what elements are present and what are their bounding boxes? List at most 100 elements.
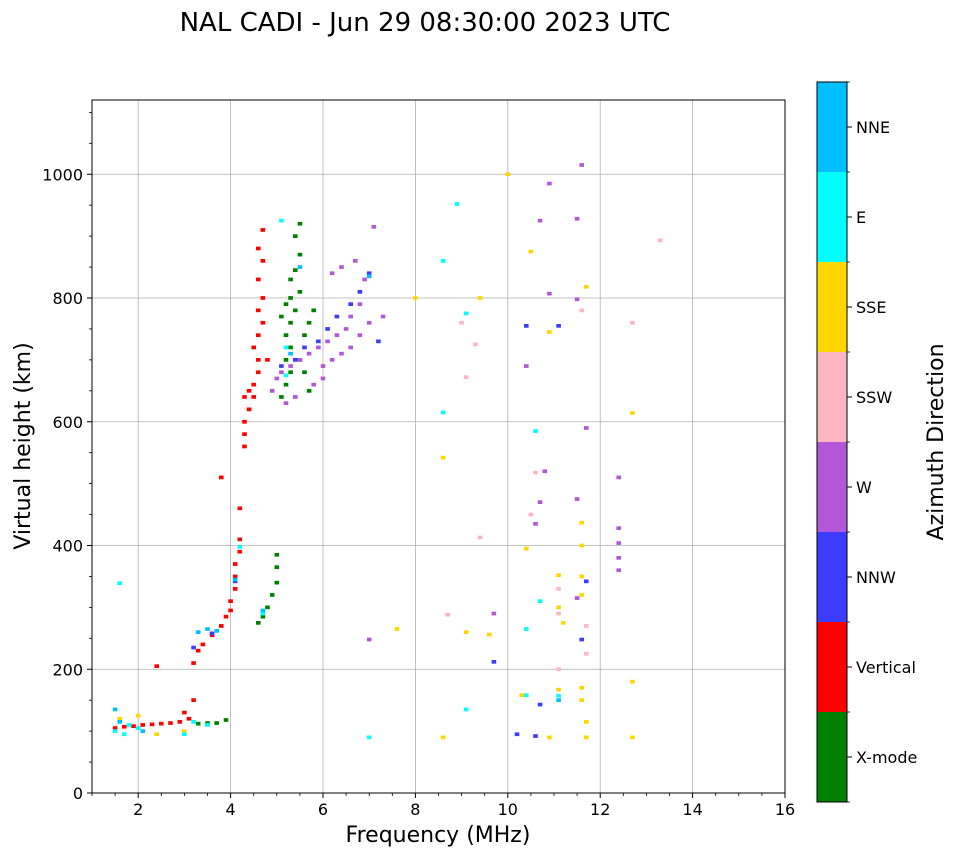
data-point [265, 605, 270, 610]
y-axis-label: Virtual height (km) [11, 342, 36, 549]
data-point [256, 308, 261, 313]
series-nnw [191, 271, 589, 738]
data-point [242, 432, 247, 436]
data-point [524, 693, 529, 698]
data-point [149, 722, 155, 727]
data-point [560, 621, 566, 625]
colorbar-tick-label: SSE [856, 298, 886, 317]
data-point [366, 637, 372, 642]
data-point [256, 277, 261, 282]
colorbar-label: Azimuth Direction [924, 343, 949, 540]
data-point [214, 629, 219, 633]
data-point [246, 407, 252, 412]
data-point [135, 726, 141, 730]
series-ssw [445, 238, 663, 672]
data-point [616, 475, 621, 480]
data-point [491, 611, 497, 616]
data-point [528, 512, 534, 517]
data-point [376, 339, 381, 344]
colorbar-tick-label: SSW [856, 388, 892, 407]
data-point [584, 285, 589, 289]
data-point [246, 389, 252, 393]
data-point [256, 358, 261, 362]
data-point [269, 593, 275, 597]
data-point [630, 679, 635, 684]
data-point [325, 339, 330, 344]
colorbar-swatch [817, 442, 847, 532]
data-point [584, 426, 589, 430]
data-point [122, 724, 127, 729]
data-point [440, 735, 446, 740]
data-point [191, 645, 196, 650]
data-point [279, 370, 284, 375]
data-point [112, 707, 118, 712]
data-point [574, 596, 580, 600]
data-point [533, 522, 538, 526]
data-point [237, 537, 243, 542]
data-point [519, 693, 524, 698]
data-point [579, 543, 584, 548]
x-tick-label: 4 [226, 800, 236, 819]
colorbar-frame [816, 81, 848, 803]
data-point [329, 271, 335, 276]
data-point [505, 172, 511, 177]
data-point [205, 721, 210, 725]
data-point [117, 720, 122, 724]
colorbar-swatch [817, 352, 847, 442]
data-point [228, 599, 233, 603]
data-point [579, 308, 584, 313]
data-point [533, 734, 538, 738]
data-point [547, 291, 552, 296]
data-point [293, 395, 298, 399]
data-point [237, 506, 243, 511]
series-x-mode [195, 221, 316, 726]
data-point [463, 707, 469, 712]
data-point [524, 546, 529, 551]
data-point [306, 389, 312, 393]
data-point [320, 376, 326, 381]
data-point [122, 732, 127, 737]
data-point [131, 724, 136, 728]
data-point [302, 370, 307, 375]
series-vertical [112, 228, 270, 730]
data-point [283, 345, 289, 350]
x-tick-label: 6 [318, 800, 328, 819]
y-axis-ticks: 0 200 400 600 800 1000 [42, 111, 92, 803]
data-point [223, 718, 229, 722]
data-point [223, 614, 229, 619]
series-nne [112, 265, 561, 733]
data-point [297, 252, 303, 257]
data-point [616, 541, 621, 545]
data-point [547, 181, 552, 186]
data-point [574, 297, 580, 302]
data-point [186, 716, 192, 721]
data-point [440, 410, 446, 415]
data-point [440, 455, 446, 460]
data-point [283, 333, 289, 337]
data-point [343, 327, 349, 331]
data-point [316, 345, 321, 350]
data-point [214, 721, 219, 725]
data-point [288, 345, 293, 350]
data-point [251, 382, 256, 387]
data-point [463, 311, 469, 316]
data-point [274, 552, 280, 557]
data-point [219, 475, 224, 480]
data-point [524, 627, 529, 631]
data-point [251, 345, 256, 350]
colorbar-tick-label: W [856, 478, 872, 497]
y-tick-label: 1000 [42, 165, 83, 184]
data-point [556, 587, 561, 591]
data-point [325, 327, 330, 331]
chart-title: NAL CADI - Jun 29 08:30:00 2023 UTC [180, 8, 671, 38]
data-point [140, 729, 146, 733]
data-point [274, 580, 280, 585]
data-point [537, 218, 543, 223]
y-tick-label: 800 [52, 289, 83, 308]
data-point [279, 364, 284, 368]
data-point [288, 364, 293, 368]
data-point [219, 624, 224, 628]
data-point [269, 389, 275, 393]
data-point [260, 296, 266, 300]
data-point [126, 723, 132, 727]
